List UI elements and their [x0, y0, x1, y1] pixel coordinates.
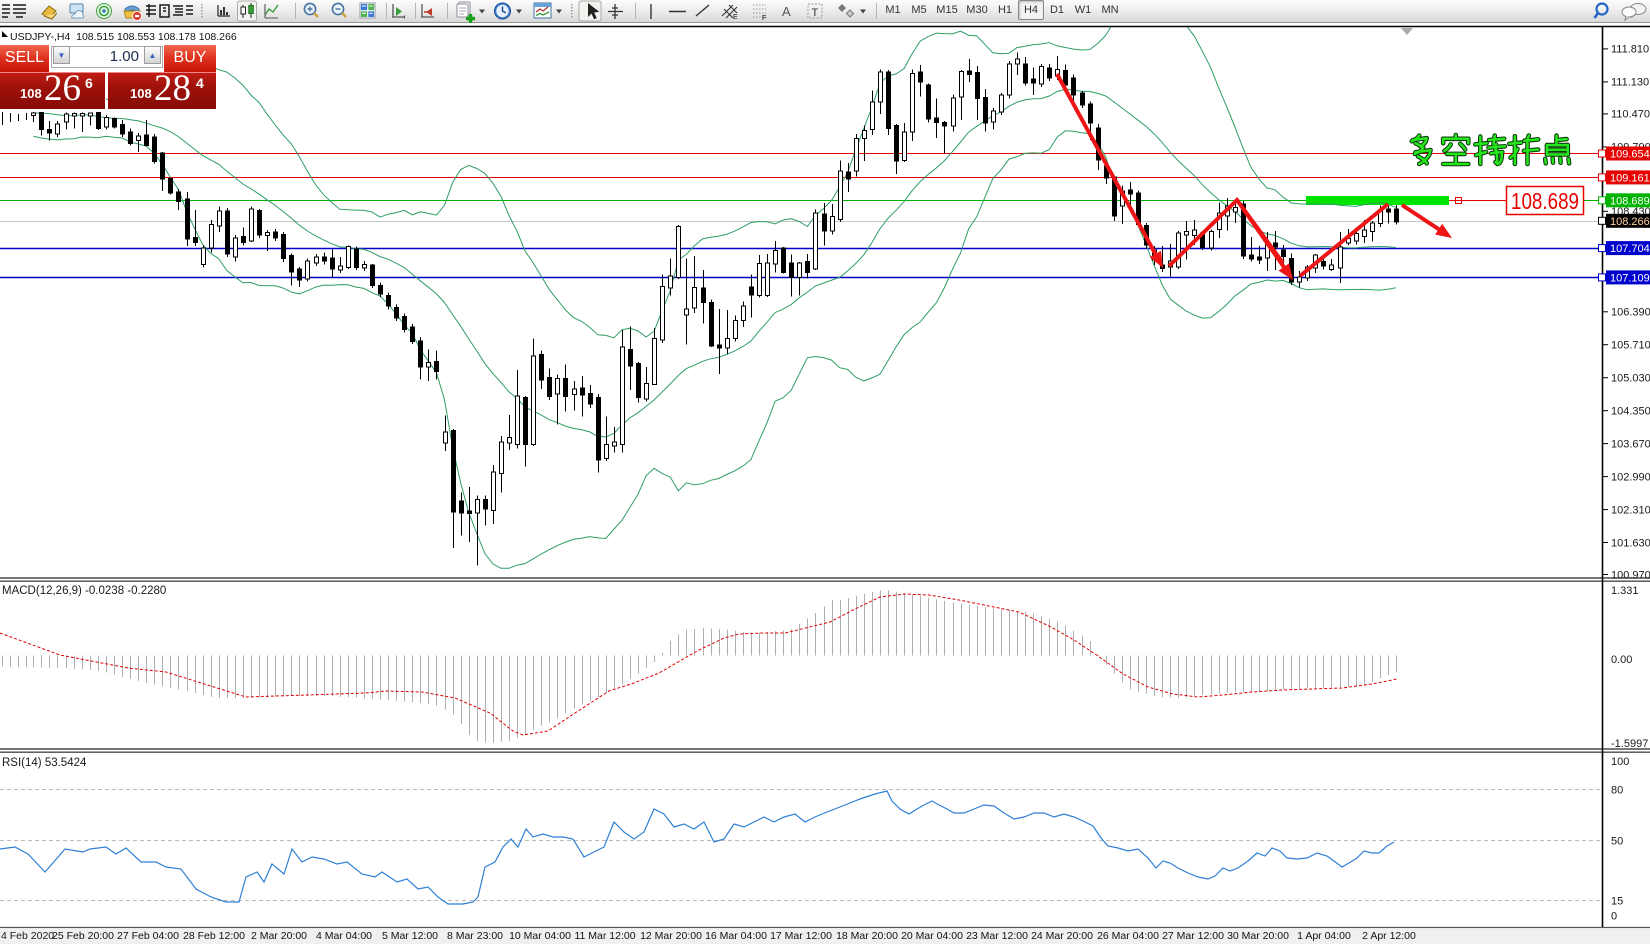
svg-text:2 Apr 12:00: 2 Apr 12:00 — [1362, 930, 1416, 942]
svg-text:0: 0 — [1611, 911, 1617, 923]
svg-text:2 Mar 20:00: 2 Mar 20:00 — [251, 930, 307, 942]
svg-text:80: 80 — [1611, 785, 1623, 797]
svg-text:24 Mar 20:00: 24 Mar 20:00 — [1031, 930, 1093, 942]
svg-text:T: T — [812, 7, 819, 19]
svg-text:RSI(14) 53.5424: RSI(14) 53.5424 — [2, 757, 87, 769]
svg-text:106.390: 106.390 — [1611, 307, 1650, 319]
svg-text:4 Feb 2020: 4 Feb 2020 — [1, 930, 54, 942]
svg-text:107.704: 107.704 — [1610, 243, 1650, 255]
svg-text:4 Mar 04:00: 4 Mar 04:00 — [316, 930, 372, 942]
svg-text:102.310: 102.310 — [1611, 504, 1650, 516]
svg-text:1.331: 1.331 — [1611, 585, 1639, 597]
svg-text:107.109: 107.109 — [1610, 272, 1650, 284]
svg-text:109.654: 109.654 — [1610, 149, 1650, 161]
svg-text:-1.5997: -1.5997 — [1611, 738, 1648, 750]
svg-text:108.266: 108.266 — [1610, 216, 1650, 228]
svg-text:11 Mar 12:00: 11 Mar 12:00 — [574, 930, 635, 942]
svg-text:28 Feb 12:00: 28 Feb 12:00 — [183, 930, 245, 942]
svg-text:102.990: 102.990 — [1611, 471, 1650, 483]
svg-text:105.710: 105.710 — [1611, 340, 1650, 352]
svg-text:12 Mar 20:00: 12 Mar 20:00 — [640, 930, 702, 942]
svg-text:10 Mar 04:00: 10 Mar 04:00 — [509, 930, 571, 942]
svg-text:23 Mar 12:00: 23 Mar 12:00 — [966, 930, 1028, 942]
svg-text:27 Mar 12:00: 27 Mar 12:00 — [1162, 930, 1224, 942]
svg-text:108.689: 108.689 — [1610, 195, 1650, 207]
svg-text:110.470: 110.470 — [1611, 109, 1650, 121]
svg-text:A: A — [782, 4, 791, 19]
svg-text:50: 50 — [1611, 836, 1623, 848]
svg-text:MACD(12,26,9) -0.0238 -0.2280: MACD(12,26,9) -0.0238 -0.2280 — [2, 585, 166, 597]
svg-text:15: 15 — [1611, 896, 1623, 908]
svg-text:30 Mar 20:00: 30 Mar 20:00 — [1227, 930, 1289, 942]
svg-text:27 Feb 04:00: 27 Feb 04:00 — [117, 930, 179, 942]
svg-text:5 Mar 12:00: 5 Mar 12:00 — [382, 930, 438, 942]
svg-text:20 Mar 04:00: 20 Mar 04:00 — [901, 930, 963, 942]
svg-text:101.630: 101.630 — [1611, 537, 1650, 549]
svg-text:108.689: 108.689 — [1511, 188, 1579, 214]
svg-text:104.350: 104.350 — [1611, 406, 1650, 418]
svg-text:105.030: 105.030 — [1611, 373, 1650, 385]
svg-text:109.161: 109.161 — [1610, 172, 1650, 184]
svg-text:18 Mar 20:00: 18 Mar 20:00 — [836, 930, 898, 942]
svg-text:25 Feb 20:00: 25 Feb 20:00 — [52, 930, 114, 942]
svg-text:111.810: 111.810 — [1611, 44, 1649, 56]
svg-text:17 Mar 12:00: 17 Mar 12:00 — [770, 930, 832, 942]
svg-text:103.670: 103.670 — [1611, 438, 1650, 450]
svg-text:26 Mar 04:00: 26 Mar 04:00 — [1097, 930, 1159, 942]
svg-text:100.970: 100.970 — [1611, 569, 1650, 581]
svg-text:8 Mar 23:00: 8 Mar 23:00 — [447, 930, 503, 942]
svg-text:100: 100 — [1611, 756, 1629, 768]
svg-text:USDJPY-,H4 108.515 108.553 10: USDJPY-,H4 108.515 108.553 108.178 108.2… — [10, 31, 237, 43]
svg-text:16 Mar 04:00: 16 Mar 04:00 — [705, 930, 767, 942]
svg-text:0.00: 0.00 — [1611, 654, 1632, 666]
svg-text:1 Apr 04:00: 1 Apr 04:00 — [1297, 930, 1351, 942]
svg-text:111.130: 111.130 — [1611, 77, 1649, 89]
svg-text:F: F — [762, 15, 766, 22]
svg-text:E: E — [733, 14, 738, 21]
